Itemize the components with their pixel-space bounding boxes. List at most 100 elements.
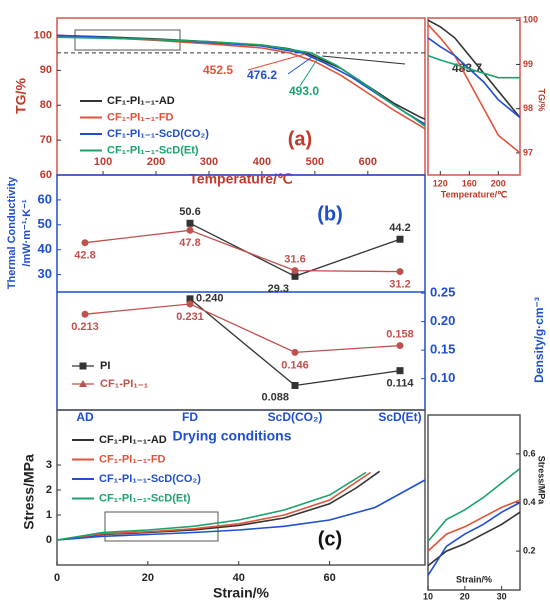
y-tick-label: 90 — [40, 64, 52, 76]
legend-label: CF₁-PI₁₋₁-ScD(CO₂) — [107, 128, 209, 140]
legend-marker — [79, 362, 87, 370]
y-tick-label: 60 — [40, 169, 52, 181]
y-tick-label: 50 — [38, 216, 52, 231]
x-tick-label: ScD(CO₂) — [268, 410, 323, 424]
x-tick-label: 20 — [142, 572, 154, 584]
legend-label: CF₁-PI₁₋₁-AD — [99, 434, 167, 446]
x-tick-label: 300 — [200, 156, 218, 168]
panel-label: (a) — [288, 128, 312, 150]
marker — [291, 267, 299, 275]
x-tick-label: 120 — [433, 178, 448, 188]
series-line — [427, 24, 521, 154]
series-line — [56, 471, 371, 541]
x-tick-label: 400 — [253, 156, 271, 168]
y-axis-label: TG/% — [537, 88, 547, 111]
x-tick-label: 10 — [423, 591, 433, 601]
y-axis-label: TG/% — [13, 78, 29, 114]
y-axis-label: Stress/MPa — [537, 456, 547, 506]
series-line — [84, 303, 401, 354]
y-tick-label: 0.2 — [523, 545, 536, 555]
y-tick-label: 40 — [38, 241, 52, 256]
y-tick-label: 1 — [46, 509, 52, 521]
x-tick-label: 100 — [94, 156, 112, 168]
annotation-arrow — [247, 53, 306, 71]
y2-tick-label: 0.15 — [430, 342, 455, 357]
series-line — [56, 479, 426, 541]
marker — [186, 295, 194, 303]
marker — [186, 300, 194, 308]
x-tick-label: 20 — [460, 591, 470, 601]
value-label: 0.146 — [281, 359, 309, 371]
y-tick-label: 80 — [40, 99, 52, 111]
marker — [291, 272, 299, 280]
y-tick-label: 0 — [46, 534, 52, 546]
x-tick-label: 200 — [147, 156, 165, 168]
x-tick-label: 200 — [491, 178, 506, 188]
y2-tick-label: 0.10 — [430, 370, 455, 385]
value-label: 0.240 — [196, 293, 224, 305]
value-label: 42.8 — [74, 250, 95, 262]
value-label: 31.2 — [389, 278, 410, 290]
value-label: 29.3 — [268, 283, 289, 295]
x-tick-label: FD — [182, 410, 198, 424]
x-tick-label: AD — [76, 410, 94, 424]
marker — [396, 268, 404, 276]
marker — [291, 381, 299, 389]
marker — [291, 348, 299, 356]
y-tick-label: 70 — [40, 134, 52, 146]
x-axis-label: Drying conditions — [173, 428, 292, 444]
plot-frame — [427, 414, 521, 591]
y-tick-label: 3 — [46, 459, 52, 471]
value-label: 47.8 — [179, 237, 200, 249]
x-tick-label: 500 — [306, 156, 324, 168]
series-line — [427, 19, 521, 119]
legend-label: CF₁-PI₁₋₁-AD — [107, 95, 175, 107]
marker — [396, 367, 404, 375]
value-label: 0.158 — [386, 328, 414, 340]
y-tick-label: 98 — [523, 103, 533, 113]
y-tick-label: 100 — [34, 29, 52, 41]
x-axis-label: Strain/% — [456, 574, 492, 584]
panel-label: (b) — [317, 203, 343, 225]
y-axis-label: /mW·m⁻¹·K⁻¹ — [21, 199, 33, 267]
annotation: 452.5 — [203, 63, 233, 77]
annotation: 476.2 — [247, 68, 277, 82]
x-tick-label: ScD(Et) — [378, 410, 421, 424]
annotation-arrow — [287, 56, 313, 75]
x-tick-label: 60 — [323, 572, 335, 584]
plot-frame — [56, 409, 426, 566]
value-label: 0.088 — [261, 391, 289, 403]
marker — [186, 219, 194, 227]
series-line — [56, 471, 367, 541]
value-label: 50.6 — [179, 206, 200, 218]
y-tick-label: 0.4 — [523, 497, 536, 507]
marker — [396, 235, 404, 243]
legend-label: PI — [100, 360, 110, 372]
plot-frame — [427, 17, 521, 176]
value-label: 44.2 — [389, 222, 410, 234]
zoom-box — [104, 511, 219, 542]
y-tick-label: 97 — [523, 147, 533, 157]
value-label: 0.114 — [387, 378, 415, 390]
y-tick-label: 0.6 — [523, 448, 536, 458]
x-tick-label: 0 — [54, 572, 60, 584]
value-label: 0.231 — [176, 311, 204, 323]
y-axis-label: Stress/MPa — [21, 454, 37, 530]
x-axis-label: Temperature/℃ — [441, 189, 507, 199]
legend-label: CF₁-PI₁₋₁-FD — [99, 453, 166, 465]
series-line — [427, 499, 521, 552]
panel-label: (c) — [318, 528, 342, 550]
y-tick-label: 100 — [523, 15, 538, 25]
series-line — [427, 501, 521, 576]
y-tick-label: 30 — [38, 266, 52, 281]
legend-label: CF₁-PI₁₋₁-FD — [107, 111, 174, 123]
legend-label: CF₁-PI₁₋₁-ScD(Et) — [107, 144, 199, 156]
value-label: 0.213 — [71, 321, 99, 333]
legend-label: CF₁-PI₁₋₁-ScD(Et) — [99, 492, 191, 504]
series-line — [427, 54, 520, 79]
x-axis-label: Strain/% — [213, 585, 270, 601]
x-tick-label: 600 — [359, 156, 377, 168]
y2-tick-label: 0.20 — [430, 313, 455, 328]
marker — [81, 310, 89, 318]
